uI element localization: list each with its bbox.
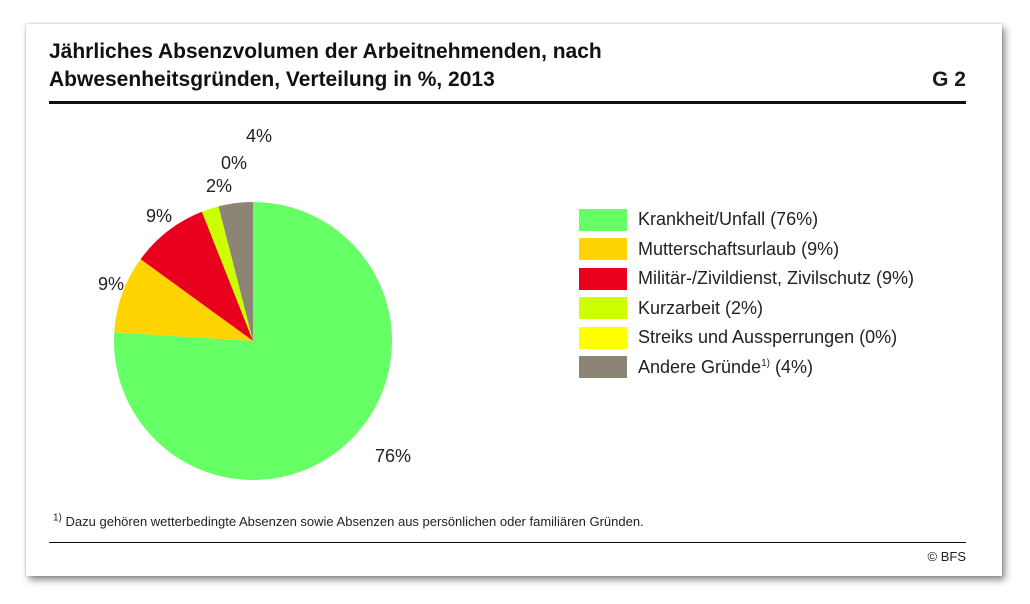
pie-data-label-1: 9% <box>98 274 124 294</box>
legend-label: Streiks und Aussperrungen (0%) <box>638 327 898 348</box>
legend-item-militaer: Militär-/Zivildienst, Zivilschutz (9%) <box>579 264 914 294</box>
chart-legend: Krankheit/Unfall (76%) Mutterschaftsurla… <box>579 205 914 382</box>
pie-slice-1 <box>114 259 254 341</box>
pie-slice-3 <box>201 206 253 341</box>
legend-label: Kurzarbeit (2%) <box>638 297 764 318</box>
footer-divider <box>49 542 966 543</box>
footnote: 1) Dazu gehören wetterbedingte Absenzen … <box>53 512 644 529</box>
legend-item-streiks: Streiks und Aussperrungen (0%) <box>579 323 914 353</box>
chart-title-line-1: Jährliches Absenzvolumen der Arbeitnehme… <box>49 40 602 63</box>
pie-slice-5 <box>218 202 253 341</box>
legend-item-krankheit: Krankheit/Unfall (76%) <box>579 205 914 235</box>
chart-card: Jährliches Absenzvolumen der Arbeitnehme… <box>26 24 1002 576</box>
legend-item-andere: Andere Gründe1) (4%) <box>579 353 914 383</box>
pie-data-label-5: 4% <box>246 126 272 146</box>
title-divider <box>49 101 966 104</box>
pie-data-label-0: 76% <box>375 446 411 466</box>
legend-label: Krankheit/Unfall (76%) <box>638 209 819 230</box>
footnote-text: Dazu gehören wetterbedingte Absenzen sow… <box>61 514 644 529</box>
legend-swatch <box>579 267 627 290</box>
legend-label: Andere Gründe1) (4%) <box>638 356 814 377</box>
graphic-number: G 2 <box>932 68 966 91</box>
legend-label: Mutterschaftsurlaub (9%) <box>638 238 840 259</box>
pie-chart: 76% 4% 0% 2% 9% 9% <box>98 126 411 480</box>
chart-title: Jährliches Absenzvolumen der Arbeitnehme… <box>49 38 602 94</box>
pie-data-label-4: 0% <box>221 153 247 173</box>
legend-item-mutterschaft: Mutterschaftsurlaub (9%) <box>579 235 914 265</box>
legend-swatch <box>579 326 627 349</box>
legend-swatch <box>579 238 627 261</box>
pie-data-label-3: 2% <box>206 176 232 196</box>
pie-slice-2 <box>140 211 253 341</box>
pie-data-label-2: 9% <box>146 206 172 226</box>
footnote-marker: 1) <box>53 512 62 524</box>
footnote-marker: 1) <box>761 357 770 369</box>
legend-swatch <box>579 208 627 231</box>
pie-slice-0 <box>113 202 392 480</box>
chart-title-line-2: Abwesenheitsgründen, Verteilung in %, 20… <box>49 68 495 91</box>
legend-swatch <box>579 297 627 320</box>
legend-item-kurzarbeit: Kurzarbeit (2%) <box>579 294 914 324</box>
legend-label: Militär-/Zivildienst, Zivilschutz (9%) <box>638 268 915 289</box>
source-credit: © BFS <box>927 549 966 564</box>
legend-swatch <box>579 356 627 379</box>
